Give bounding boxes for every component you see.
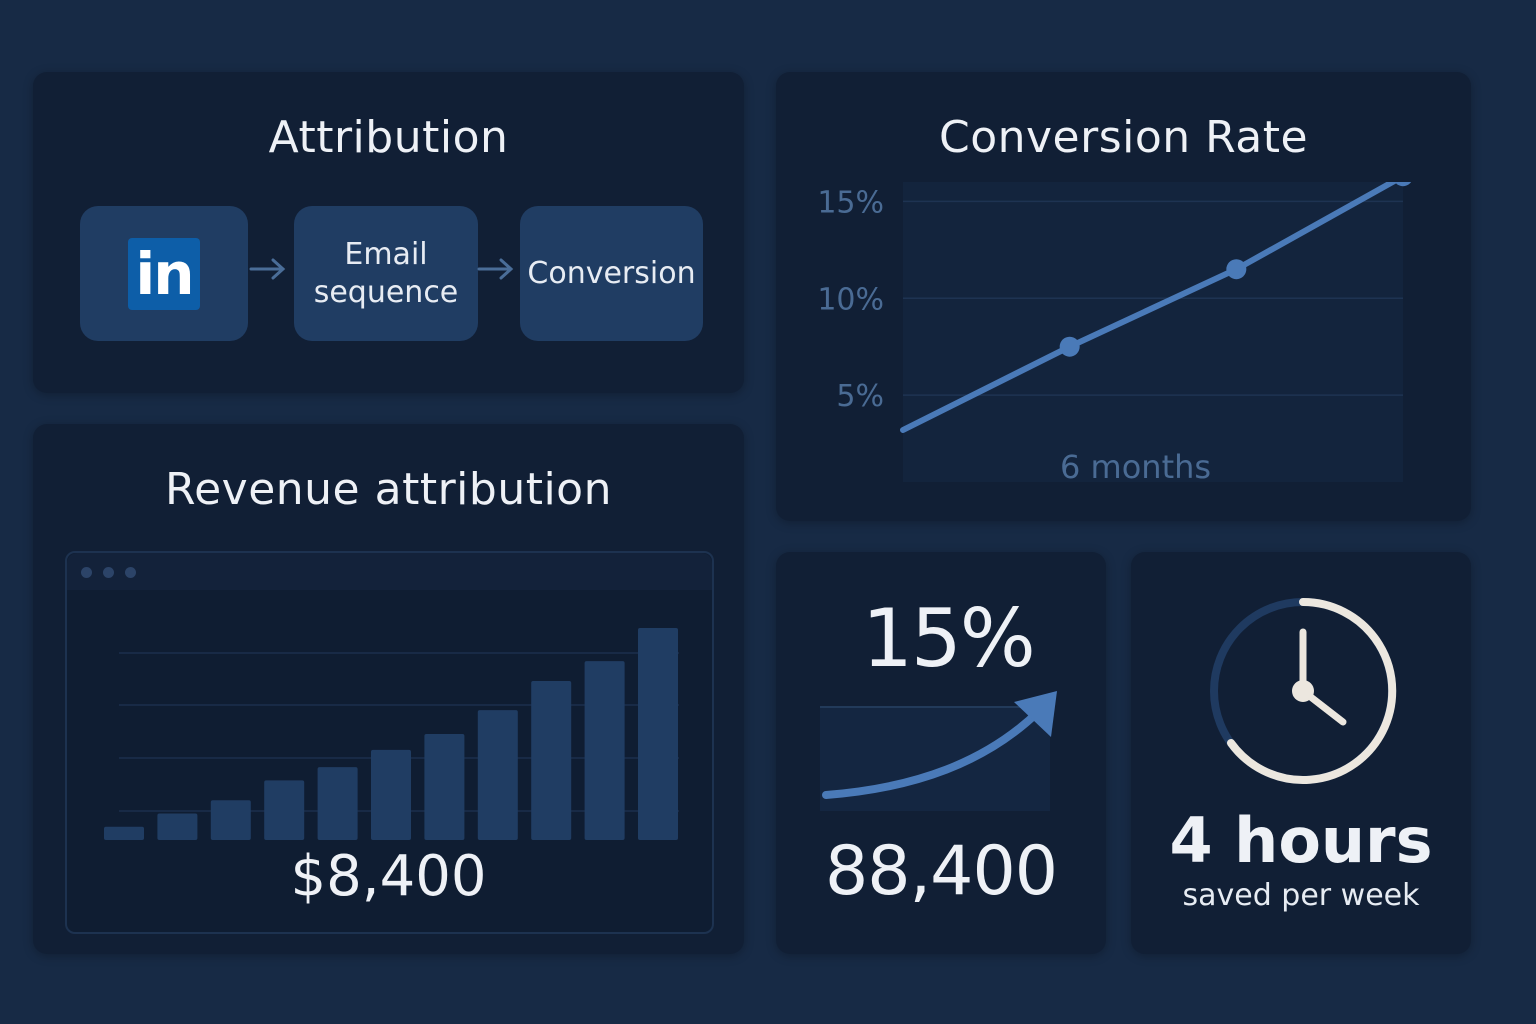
arrow-right-icon (477, 258, 514, 280)
time-saved-caption: saved per week (1182, 878, 1420, 913)
bar (104, 826, 144, 840)
conversion-rate-card: Conversion Rate 5% 10% 15% 6 months (776, 72, 1471, 521)
bar (264, 780, 305, 840)
data-point (1059, 336, 1080, 357)
bar (477, 710, 518, 840)
growth-value: 88,400 (825, 832, 1058, 911)
revenue-attribution-card: Revenue attribution $8,400 (33, 424, 744, 954)
bar (531, 681, 572, 840)
flow-step-conversion: Conversion (520, 206, 703, 341)
revenue-title: Revenue attribution (165, 464, 612, 515)
attribution-card: Attribution in Email sequence Conversion (33, 72, 744, 393)
bar (157, 813, 198, 840)
y-tick-label: 10% (817, 282, 884, 317)
trend-up-icon (820, 691, 1057, 811)
window-dot (103, 567, 114, 578)
clock-icon (1210, 597, 1397, 784)
y-tick-label: 5% (836, 379, 884, 414)
browser-titlebar (67, 553, 712, 590)
bar (210, 800, 251, 840)
y-tick-label: 15% (817, 185, 884, 220)
window-dot (81, 567, 92, 578)
growth-percent: 15% (862, 592, 1036, 685)
data-point (1226, 259, 1247, 280)
arrow-right-icon (249, 258, 286, 280)
linkedin-icon: in (128, 237, 200, 310)
bar (317, 767, 358, 840)
flow-step-email: Email sequence (294, 206, 478, 341)
revenue-bar-chart (104, 628, 679, 840)
bar (638, 628, 678, 840)
growth-card: 15% 88,400 (776, 552, 1106, 954)
period-label: 6 months (1060, 448, 1212, 486)
bar (424, 734, 465, 840)
conversion-line-chart: 5% 10% 15% (817, 182, 1412, 482)
time-saved-value: 4 hours (1169, 804, 1433, 877)
revenue-value: $8,400 (290, 844, 487, 909)
flow-step-linkedin: in (80, 206, 248, 341)
browser-window (65, 551, 714, 934)
time-saved-card: 4 hours saved per week (1131, 552, 1471, 954)
attribution-title: Attribution (268, 112, 509, 163)
chart-area (903, 182, 1403, 482)
bar (584, 661, 625, 840)
data-point (1394, 182, 1412, 187)
window-dot (125, 567, 136, 578)
bar (371, 749, 411, 840)
series-line (900, 182, 1399, 433)
conversion-title: Conversion Rate (938, 112, 1309, 163)
